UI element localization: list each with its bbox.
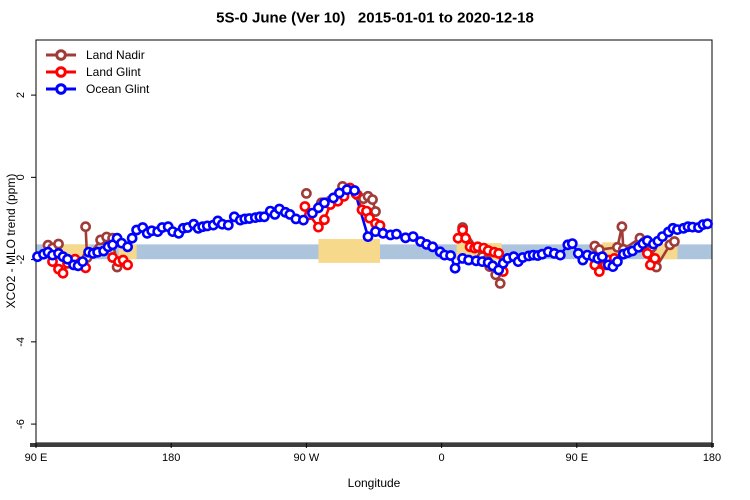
y-tick-label: -6: [15, 419, 27, 429]
legend: Land Nadir Land Glint Ocean Glint: [44, 46, 149, 97]
legend-item-ocean-glint: Ocean Glint: [44, 80, 149, 97]
series-point-ocean-glint: [297, 214, 309, 226]
chart-title: 5S-0 June (Ver 10) 2015-01-01 to 2020-12…: [216, 9, 534, 27]
x-tick-label: 0: [439, 452, 445, 464]
series-point-land-glint: [649, 252, 661, 264]
series-point-ocean-glint: [126, 232, 138, 244]
legend-line-circle-icon: [46, 65, 76, 78]
series-point-land-glint: [493, 247, 505, 259]
series-point-land-glint: [593, 266, 605, 277]
legend-line-circle-icon: [46, 48, 76, 61]
series-point-ocean-glint: [445, 250, 456, 261]
series-point-ocean-glint: [318, 197, 330, 209]
x-axis-label: Longitude: [347, 476, 401, 490]
series-point-ocean-glint: [554, 249, 566, 261]
series-point-ocean-glint: [427, 241, 438, 253]
x-tick-label: 90 E: [565, 452, 588, 464]
series-point-ocean-glint: [702, 218, 713, 230]
series-point-land-nadir: [80, 221, 91, 233]
series-point-ocean-glint: [391, 228, 402, 240]
legend-line-circle-icon: [46, 82, 76, 95]
legend-label: Land Glint: [86, 64, 141, 79]
series-point-land-glint: [460, 232, 471, 244]
y-tick-label: 2: [15, 92, 27, 98]
series-point-land-nadir: [616, 221, 628, 233]
series-point-land-nadir: [53, 238, 64, 250]
legend-label: Land Nadir: [86, 47, 145, 62]
series-point-land-glint: [57, 267, 69, 279]
series-point-ocean-glint: [77, 256, 88, 267]
series-point-land-nadir: [300, 187, 312, 199]
series-point-ocean-glint: [362, 231, 374, 242]
series-point-ocean-glint: [62, 253, 73, 265]
x-tick-label: 180: [162, 452, 180, 464]
y-axis-label: XCO2 - MLO trend (ppm): [4, 173, 18, 309]
series-point-land-nadir: [367, 194, 378, 205]
series-point-land-glint: [122, 259, 133, 271]
legend-item-land-glint: Land Glint: [44, 63, 149, 80]
y-tick-label: 0: [15, 174, 27, 180]
series-point-ocean-glint: [349, 185, 360, 196]
legend-item-land-nadir: Land Nadir: [44, 46, 149, 63]
series-point-land-glint: [299, 201, 311, 212]
series-point-ocean-glint: [612, 256, 623, 267]
yellow-highlight-band: [318, 239, 381, 263]
series-point-ocean-glint: [122, 241, 133, 253]
x-tick-label: 90 E: [25, 452, 48, 464]
series-point-ocean-glint: [596, 251, 608, 263]
series-point-land-glint: [318, 214, 330, 226]
series-point-ocean-glint: [566, 238, 578, 249]
series-point-ocean-glint: [222, 219, 234, 231]
y-tick-label: -2: [15, 255, 27, 265]
series-point-land-glint: [642, 247, 653, 259]
series-point-ocean-glint: [407, 231, 419, 242]
series-point-ocean-glint: [449, 262, 461, 274]
series-point-land-nadir: [494, 277, 506, 289]
series-point-land-glint: [312, 221, 324, 233]
x-tick-label: 90 W: [294, 452, 320, 464]
y-tick-label: -4: [15, 337, 27, 347]
series-point-land-nadir: [669, 236, 680, 247]
x-tick-label: 180: [703, 452, 721, 464]
legend-label: Ocean Glint: [86, 81, 150, 96]
